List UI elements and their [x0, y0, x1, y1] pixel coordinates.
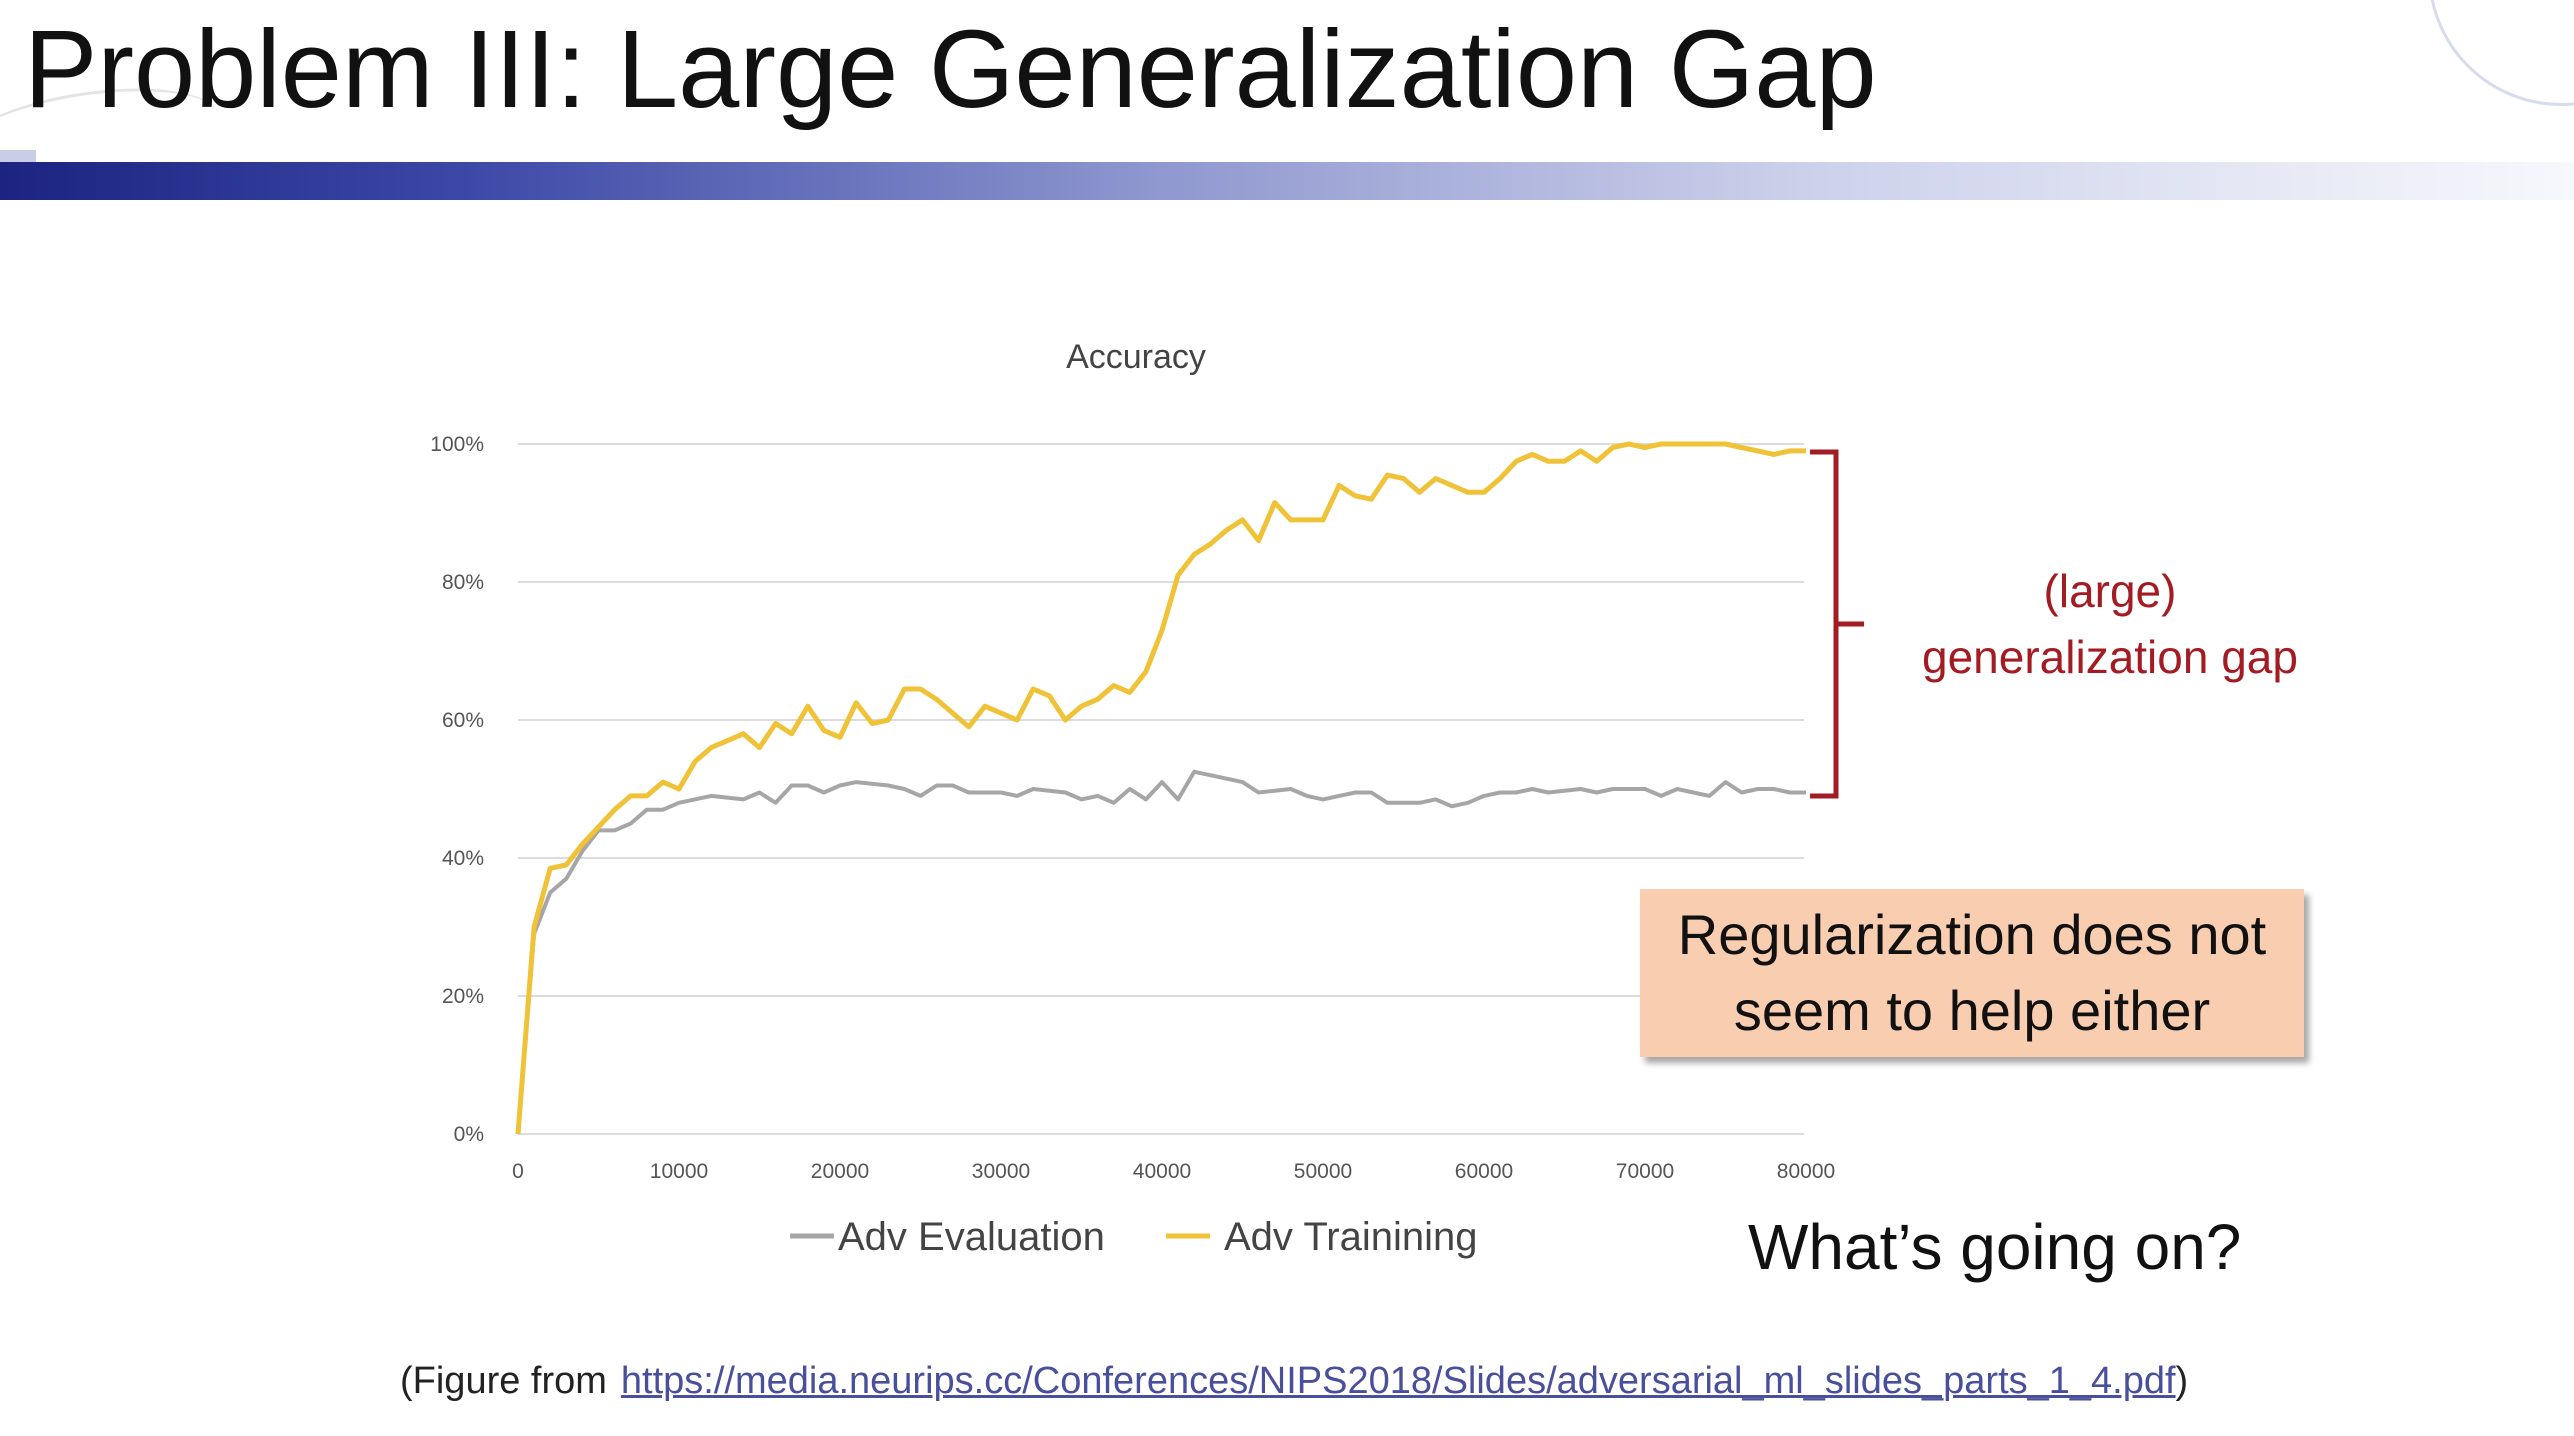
x-tick-label: 40000	[1133, 1160, 1191, 1183]
source-suffix: )	[2175, 1360, 2189, 1402]
question-text: What’s going on?	[1748, 1211, 2242, 1283]
gap-label-line1: (large)	[2043, 565, 2177, 617]
source-link[interactable]: https://media.neurips.cc/Conferences/NIP…	[620, 1360, 2176, 1402]
x-tick-label: 10000	[650, 1160, 708, 1183]
y-tick-label: 20%	[442, 985, 484, 1008]
y-tick-label: 60%	[442, 709, 484, 732]
y-tick-label: 100%	[430, 433, 484, 456]
x-axis-ticks: 0 10000 20000 30000 40000 50000 60000 70000 8000…	[512, 1160, 1835, 1183]
callout-line1: Regularization does not	[1677, 903, 2267, 966]
figure-source: (Figure from https://media.neurips.cc/Con…	[400, 1360, 2188, 1403]
legend-label: Adv Trainining	[1224, 1215, 1477, 1259]
series-line-adv-evaluation	[516, 769, 1806, 1135]
gap-bracket-path	[1810, 449, 1864, 799]
chart-legend: Adv Evaluation Adv Trainining	[790, 1215, 1477, 1259]
callout-line2: seem to help either	[1733, 979, 2211, 1042]
legend-label: Adv Evaluation	[838, 1215, 1105, 1259]
x-tick-label: 20000	[811, 1160, 869, 1183]
chart-title: Accuracy	[1066, 338, 1206, 376]
x-tick-label: 70000	[1616, 1160, 1674, 1183]
y-tick-label: 0%	[454, 1123, 484, 1146]
x-tick-label: 30000	[972, 1160, 1030, 1183]
gap-bracket	[1810, 449, 1864, 799]
series-lines	[515, 441, 1806, 1135]
x-tick-label: 60000	[1455, 1160, 1513, 1183]
x-tick-label: 0	[512, 1160, 524, 1183]
series-line-adv-training	[515, 441, 1806, 1135]
y-tick-label: 40%	[442, 847, 484, 870]
source-prefix: (Figure from	[400, 1360, 607, 1402]
y-axis-ticks: 0% 20% 40% 60% 80% 100%	[430, 433, 484, 1146]
x-tick-label: 80000	[1777, 1160, 1835, 1183]
callout-box: Regularization does not seem to help eit…	[1640, 889, 2304, 1057]
x-tick-label: 50000	[1294, 1160, 1352, 1183]
title-bar	[0, 162, 2574, 200]
slide-title: Problem III: Large Generalization Gap	[24, 8, 1877, 131]
chart-grid	[518, 443, 1804, 1135]
gap-label-line2: generalization gap	[1922, 631, 2298, 683]
y-tick-label: 80%	[442, 571, 484, 594]
